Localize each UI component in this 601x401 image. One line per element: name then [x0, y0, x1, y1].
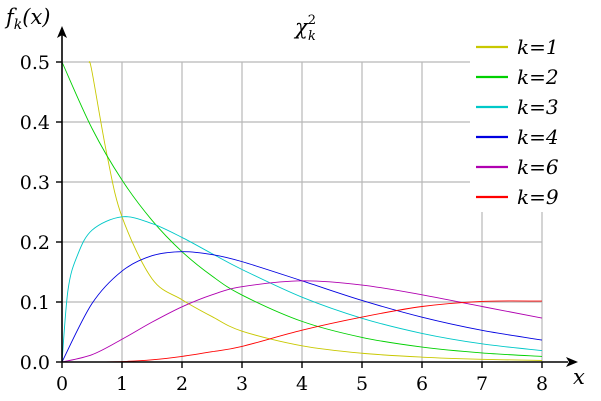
series-line-k6: [61, 280, 543, 363]
legend-label-k2: k=2: [517, 65, 559, 89]
y-tick-label: 0.3: [20, 172, 50, 194]
y-tick-label: 0.1: [20, 292, 50, 314]
x-tick-label: 2: [176, 373, 188, 395]
legend-background: [470, 32, 580, 212]
ticks: 0 1 2 3 4 5 6 7 8 0.0 0.1 0.2 0.3 0.4 0.5: [20, 52, 548, 395]
axes: [57, 26, 578, 367]
legend-label-k3: k=3: [517, 95, 559, 119]
series-line-k4: [61, 251, 543, 363]
y-tick-label: 0.0: [20, 352, 50, 374]
chart-title-sub: k: [308, 29, 316, 44]
x-tick-label: 1: [116, 373, 128, 395]
grid: [62, 61, 543, 362]
series-line-k3: [61, 216, 543, 363]
x-tick-label: 3: [236, 373, 248, 395]
y-axis-label: fk(x): [4, 5, 51, 33]
x-tick-label: 8: [536, 373, 548, 395]
series-line-k2: [61, 61, 543, 357]
legend-label-k1: k=1: [517, 35, 559, 59]
x-axis-arrow-icon: [566, 357, 578, 367]
legend: k=1 k=2 k=3 k=4 k=6 k=9: [470, 32, 580, 212]
x-tick-label: 5: [356, 373, 368, 395]
chart-title-sup: 2: [308, 13, 316, 28]
legend-label-k9: k=9: [517, 185, 559, 209]
y-tick-label: 0.2: [20, 232, 50, 254]
legend-label-k6: k=6: [517, 155, 559, 179]
legend-label-k4: k=4: [517, 125, 559, 149]
chart-title: χ2 k: [293, 13, 316, 44]
x-axis-label: x: [573, 365, 585, 389]
x-tick-label: 6: [416, 373, 428, 395]
y-axis-label-sub: k: [14, 17, 22, 33]
x-tick-label: 0: [56, 373, 68, 395]
x-tick-label: 7: [476, 373, 488, 395]
y-tick-label: 0.4: [20, 112, 50, 134]
y-tick-label: 0.5: [20, 52, 50, 74]
y-axis-arrow-icon: [57, 26, 67, 38]
x-tick-label: 4: [296, 373, 308, 395]
series-line-k1: [88, 61, 543, 361]
